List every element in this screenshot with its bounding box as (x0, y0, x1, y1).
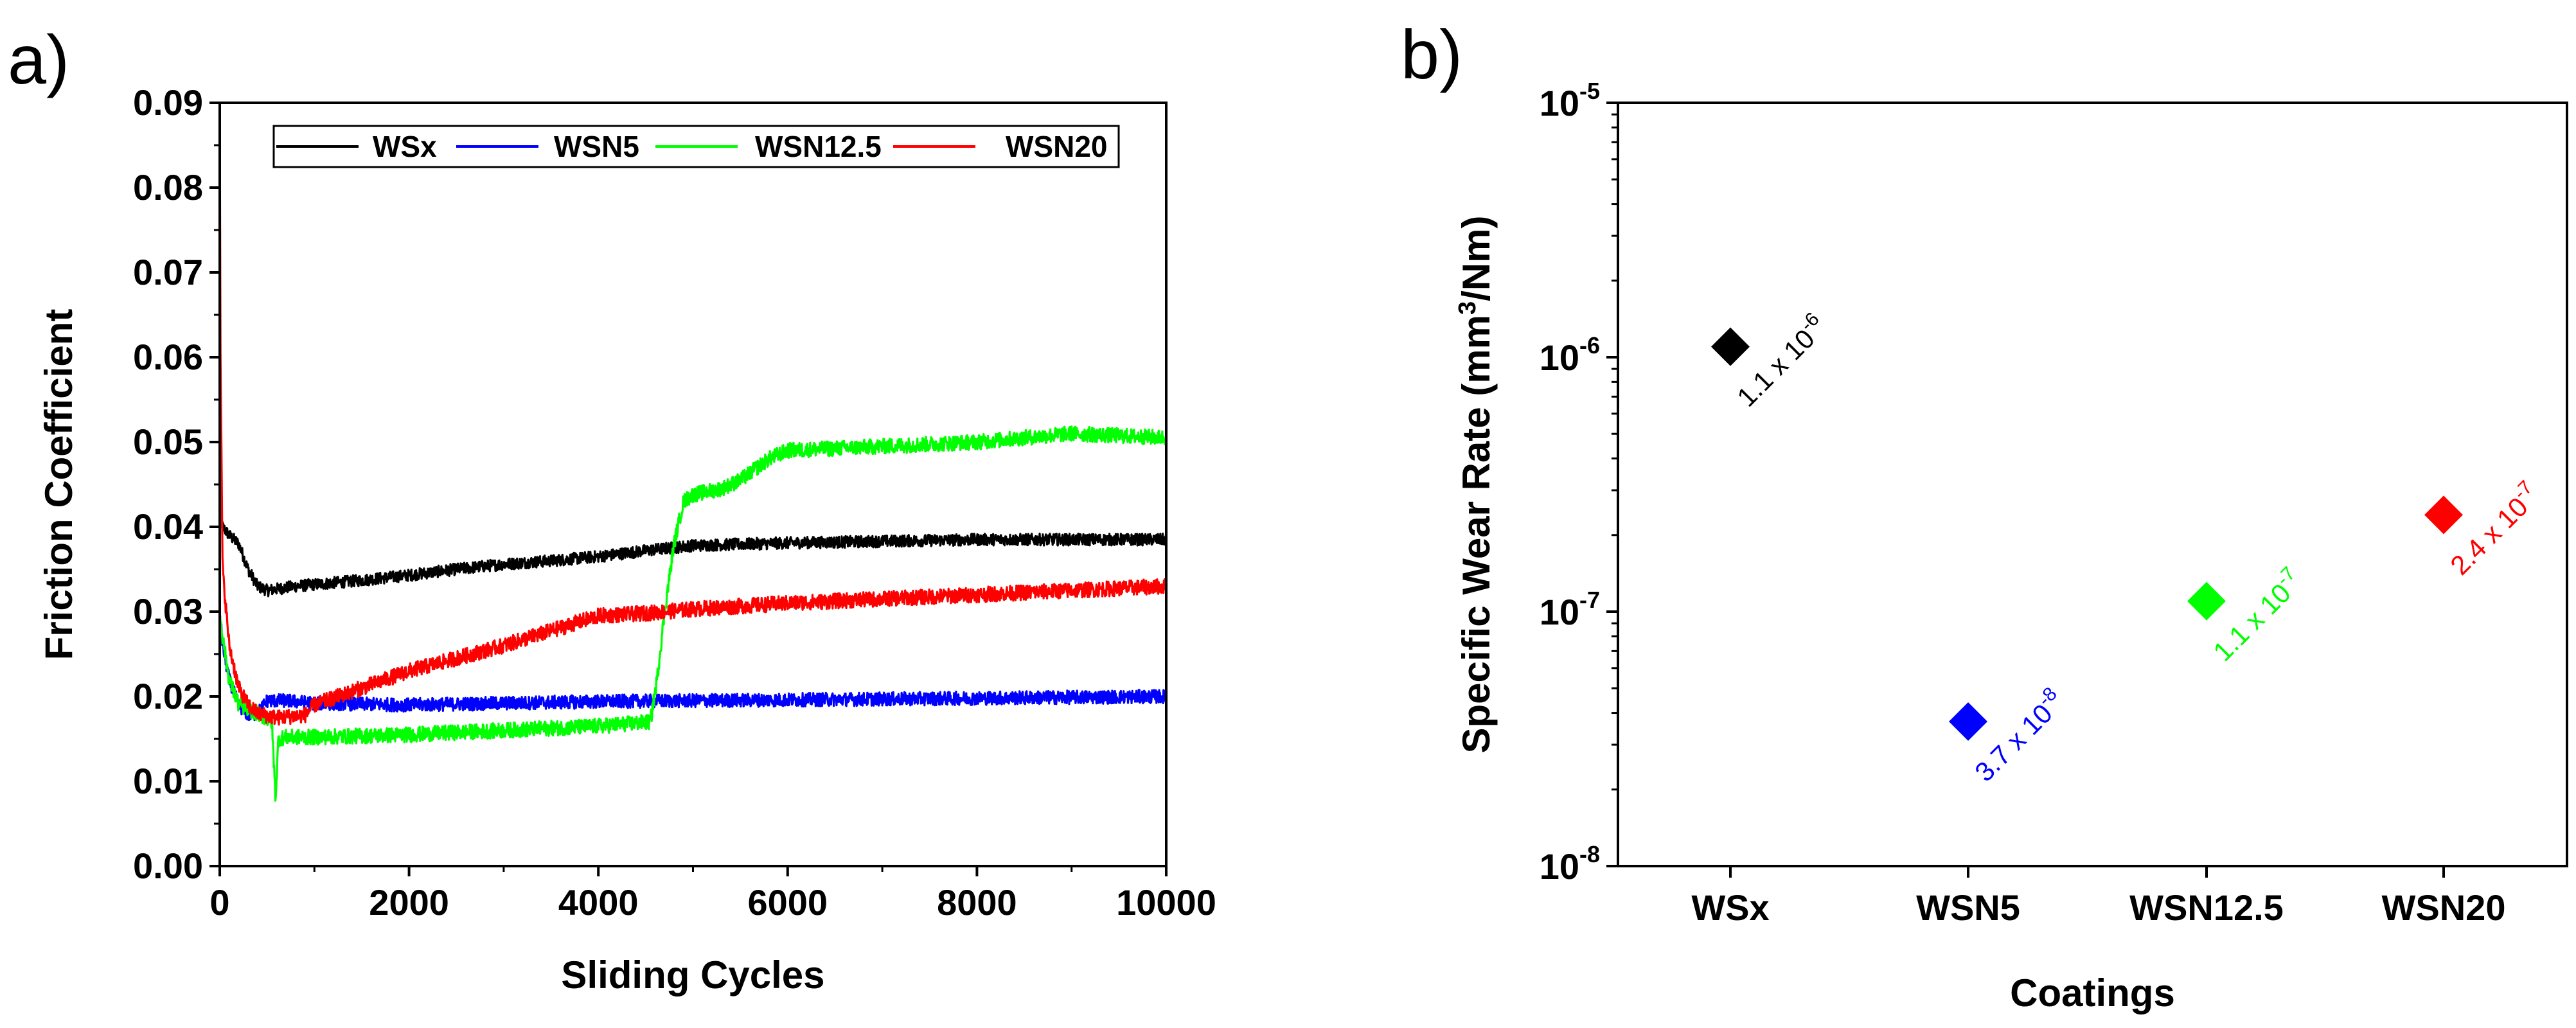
panel-b-plot-frame (1617, 102, 2568, 867)
wear-point-wsx (1711, 327, 1750, 366)
legend-label-wsn12-5: WSN12.5 (755, 130, 882, 163)
series-line-wsx (218, 508, 1168, 598)
y-tick-label: 0.04 (133, 506, 203, 547)
panel-a-line-chart: a) 0.000.010.020.030.040.050.060.070.080… (8, 21, 1216, 997)
friction-series-group (218, 105, 1168, 802)
y-tick-label: 0.09 (133, 82, 203, 123)
x-tick-label: 0 (209, 882, 229, 923)
panel-a-plot-frame (218, 102, 1168, 867)
legend-label-wsn5: WSN5 (554, 130, 639, 163)
panel-b-label: b) (1401, 15, 1462, 93)
x-tick-label: 10000 (1116, 882, 1216, 923)
series-line-wsn12-5 (218, 425, 1167, 802)
legend-label-wsn20: WSN20 (1006, 130, 1107, 163)
series-line-wsn5 (218, 612, 1168, 722)
x-tick-label: WSN12.5 (2129, 887, 2284, 928)
panel-b-axes: 10-8 10-7 10-6 10-5 WSx WSN5 WSN12.5 WSN20 Coati… (1454, 78, 2568, 1015)
y-tick-label: 10-7 (1540, 587, 1600, 632)
series-line-wsn20 (218, 105, 1167, 726)
y-tick-label: 10-6 (1540, 332, 1600, 378)
x-tick-label: 4000 (558, 882, 639, 923)
x-tick-label: 2000 (369, 882, 449, 923)
panel-a-legend: WSx WSN5 WSN12.5 WSN20 (272, 125, 1120, 168)
y-tick-label: 10-5 (1540, 78, 1600, 123)
x-tick-label: 8000 (937, 882, 1017, 923)
y-tick-label: 0.08 (133, 167, 203, 208)
y-tick-label: 0.00 (133, 846, 203, 886)
value-annotation: 1.1 x 10-6 (1728, 308, 1833, 412)
x-tick-label: WSN5 (1916, 887, 2020, 928)
x-axis-title: Sliding Cycles (561, 953, 824, 997)
y-tick-label: 0.03 (133, 591, 203, 632)
panel-a-label: a) (8, 21, 69, 98)
y-axis-title: Specific Wear Rate (mm3/Nm) (1454, 216, 1498, 754)
value-annotation: 3.7 x 10-8 (1966, 683, 2070, 787)
y-tick-label: 0.01 (133, 761, 203, 801)
x-tick-label: 6000 (748, 882, 828, 923)
x-axis-title: Coatings (2010, 971, 2175, 1015)
wear-rate-points: 1.1 x 10-6 3.7 x 10-8 1.1 x 10-7 2.4 x 10-7 (1711, 308, 2546, 787)
wear-point-wsn5 (1949, 702, 1987, 741)
y-tick-label: 0.05 (133, 421, 203, 462)
y-tick-label: 0.07 (133, 252, 203, 292)
x-tick-label: WSx (1691, 887, 1769, 928)
y-tick-label: 0.06 (133, 337, 203, 377)
y-tick-label: 10-8 (1540, 841, 1600, 887)
wear-point-wsn12-5 (2187, 581, 2226, 621)
panel-a-axes: 0.00 0.01 0.02 0.03 0.04 0.05 0.06 0.07 0.08 0.09… (37, 82, 1216, 997)
value-annotation: 2.4 x 10-7 (2442, 477, 2546, 581)
x-tick-label: WSN20 (2382, 887, 2506, 928)
panel-b-scatter-chart: b) 10-8 10-7 10-6 10-5 WSx WSN5 WSN12.5 WSN20 Co… (1401, 15, 2568, 1015)
y-tick-label: 0.02 (133, 676, 203, 716)
legend-label-wsx: WSx (373, 130, 437, 163)
y-axis-title: Friction Coefficient (37, 309, 80, 660)
value-annotation: 1.1 x 10-7 (2205, 563, 2309, 667)
wear-point-wsn20 (2424, 495, 2463, 535)
